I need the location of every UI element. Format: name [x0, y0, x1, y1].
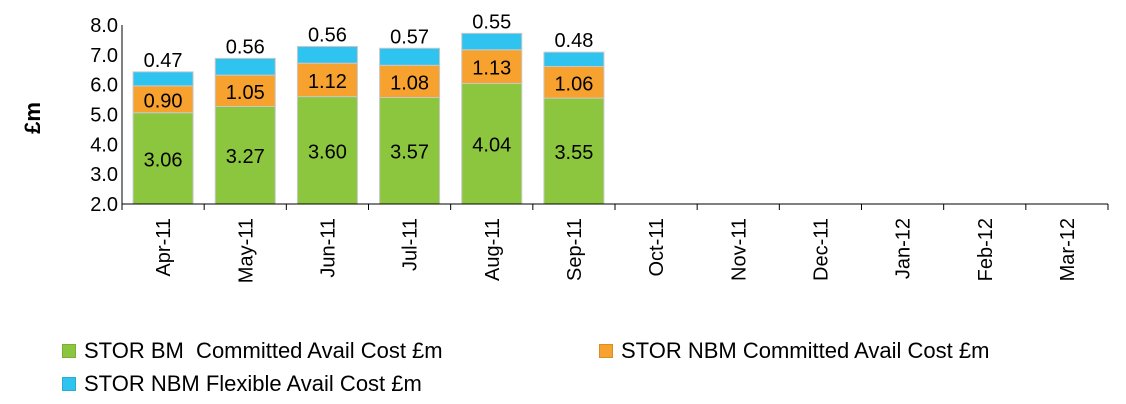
data-label: 3.55: [554, 142, 593, 164]
bar-segment: [132, 71, 194, 87]
data-label: 1.13: [472, 58, 511, 80]
bar-segment: [543, 51, 605, 67]
data-label: 0.55: [472, 11, 511, 33]
x-tick-label: May-11: [235, 218, 257, 283]
data-label: 0.48: [554, 30, 593, 52]
data-label: 1.06: [554, 73, 593, 95]
data-label: 0.56: [308, 24, 347, 46]
bar-segment: [379, 64, 441, 98]
bar-segment: [543, 65, 605, 99]
y-tick-label: 8.0: [90, 15, 118, 37]
bar-segment: [132, 112, 194, 205]
x-tick-label: Apr-11: [153, 218, 175, 277]
data-label: 3.60: [308, 141, 347, 163]
data-label: 0.57: [390, 26, 429, 48]
y-tick-label: 6.0: [90, 75, 118, 97]
y-tick-label: 7.0: [90, 45, 118, 67]
bar-segment: [461, 32, 523, 51]
data-label: 0.47: [144, 50, 183, 72]
bar-segment: [214, 74, 276, 107]
x-tick-label: Mar-12: [1057, 218, 1079, 281]
bar-segment: [296, 62, 358, 98]
x-tick-label: Jul-11: [400, 218, 422, 271]
bar-segment: [379, 47, 441, 66]
bar-segment: [214, 57, 276, 76]
y-tick-label: 4.0: [90, 134, 118, 156]
x-tick-label: Aug-11: [482, 218, 504, 281]
x-tick-label: Dec-11: [810, 218, 832, 281]
y-tick-label: 2.0: [90, 194, 118, 216]
x-tick-label: Sep-11: [564, 218, 586, 281]
x-tick-label: Feb-12: [975, 218, 997, 281]
data-label: 4.04: [472, 135, 511, 157]
data-label: 1.05: [226, 82, 265, 104]
x-tick-label: Jan-12: [893, 218, 915, 279]
data-label: 0.56: [226, 36, 265, 58]
data-label: 1.08: [390, 72, 429, 94]
bar-segment: [296, 96, 358, 205]
data-label: 3.27: [226, 146, 265, 168]
y-tick-label: 5.0: [90, 105, 118, 127]
data-label: 3.06: [144, 149, 183, 171]
x-tick-label: Jun-11: [317, 218, 339, 278]
x-tick-label: Oct-11: [646, 218, 668, 277]
bar-segment: [543, 97, 605, 205]
data-label: 3.57: [390, 142, 429, 164]
data-label: 0.90: [144, 90, 183, 112]
y-axis-label: £m: [20, 102, 45, 134]
y-tick-label: 3.0: [90, 164, 118, 186]
x-tick-label: Nov-11: [728, 218, 750, 281]
bar-segment: [461, 49, 523, 84]
bar-segment: [296, 45, 358, 64]
data-label: 1.12: [308, 71, 347, 93]
bar-segment: [132, 85, 194, 114]
